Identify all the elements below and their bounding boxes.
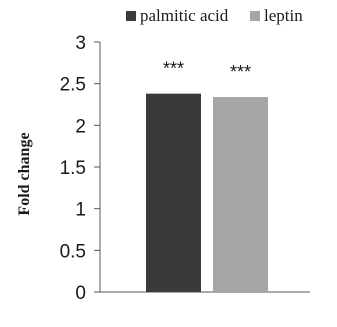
legend-label: leptin bbox=[264, 6, 303, 25]
bars: *** *** bbox=[146, 59, 268, 293]
legend-swatch bbox=[126, 11, 136, 21]
y-tick-label: 3 bbox=[75, 33, 86, 54]
y-tick-label: 1.5 bbox=[60, 158, 86, 179]
y-tick-label: 0.5 bbox=[60, 241, 86, 262]
significance-label: *** bbox=[163, 59, 184, 79]
y-axis-title: Fold change bbox=[16, 132, 33, 215]
y-tick-label: 2.5 bbox=[60, 75, 86, 96]
y-tick-label: 2 bbox=[75, 116, 86, 137]
y-axis: 0 0.5 1 1.5 2 2.5 3 bbox=[60, 33, 101, 304]
legend-swatch bbox=[250, 11, 260, 21]
bar-leptin bbox=[213, 97, 268, 292]
legend: palmitic acid leptin bbox=[126, 6, 303, 25]
significance-label: *** bbox=[230, 62, 251, 82]
bar-palmitic-acid bbox=[146, 93, 201, 293]
y-tick-label: 0 bbox=[75, 283, 86, 304]
y-tick-label: 1 bbox=[75, 200, 86, 221]
legend-label: palmitic acid bbox=[140, 6, 229, 25]
